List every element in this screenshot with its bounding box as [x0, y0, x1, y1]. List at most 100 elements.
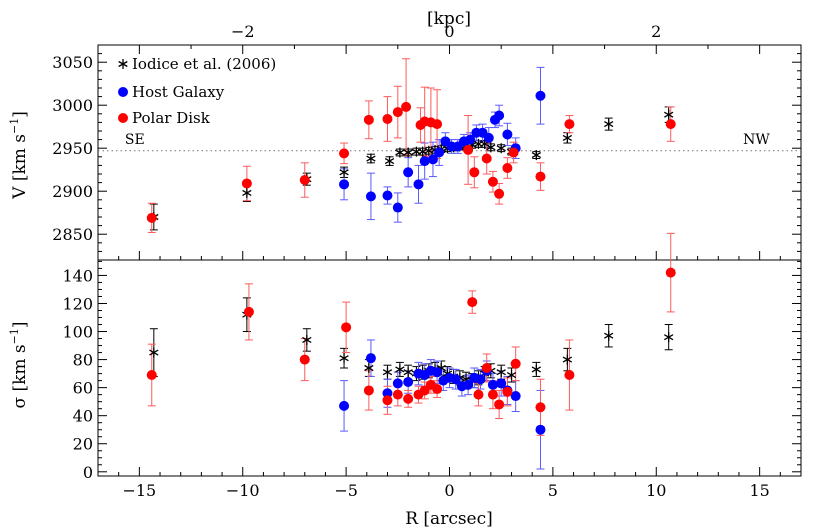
host-galaxy-point: [475, 374, 486, 385]
polar-disk-point: [564, 370, 575, 381]
y-tick-label: 80: [73, 351, 93, 370]
host-galaxy-point: [339, 179, 350, 190]
iodice-et-al-2006-point: [339, 167, 349, 178]
polar-disk-point: [481, 363, 492, 373]
iodice-et-al-2006-point: [496, 143, 506, 154]
host-galaxy-point: [382, 388, 393, 399]
y-axis-title-top: V [km s−1]: [8, 111, 30, 200]
top-axis-tick-label: 2: [651, 22, 661, 41]
iodice-et-al-2006-point: [531, 364, 542, 375]
y-tick-label: 2950: [52, 139, 93, 158]
polar-disk-point: [494, 399, 505, 410]
y-axis-title-bottom: σ [km s−1]: [8, 321, 30, 408]
polar-disk-point: [463, 144, 474, 155]
iodice-et-al-2006-point: [604, 119, 614, 130]
x-tick-label: 10: [646, 481, 666, 500]
polar-disk-point: [299, 354, 310, 365]
iodice-et-al-2006-point: [382, 367, 393, 378]
host-galaxy-point: [365, 353, 376, 364]
annotation-se: SE: [125, 132, 145, 148]
polar-disk-point: [299, 175, 310, 186]
iodice-et-al-2006-point: [364, 363, 374, 373]
y-tick-label: 2850: [52, 225, 93, 244]
annotation-nw: NW: [743, 132, 770, 148]
polar-disk-point: [382, 395, 393, 406]
polar-disk-point: [665, 119, 676, 130]
polar-disk-point: [508, 147, 519, 158]
y-tick-label: 100: [62, 323, 93, 342]
y-tick-label: 3000: [52, 96, 93, 115]
legend: Iodice et al. (2006) Host Galaxy Polar Dis…: [118, 55, 276, 127]
polar-disk-point: [363, 385, 374, 396]
host-galaxy-point: [403, 167, 414, 178]
iodice-et-al-2006-point: [506, 370, 517, 381]
host-galaxy-point: [535, 424, 546, 435]
y-tick-label: 120: [62, 294, 93, 313]
polar-disk-point: [665, 267, 676, 278]
iodice-et-al-2006-point: [384, 156, 395, 167]
iodice-et-al-2006-point: [302, 334, 312, 345]
iodice-et-al-2006-point: [149, 347, 159, 358]
host-galaxy-point: [450, 374, 461, 385]
polar-disk-point: [432, 384, 443, 395]
host-galaxy-point: [465, 134, 476, 145]
iodice-et-al-2006-point: [663, 332, 674, 343]
iodice-et-al-2006-point: [562, 354, 573, 365]
iodice-et-al-2006-point: [242, 187, 252, 198]
iodice-et-al-2006-point: [395, 147, 405, 158]
host-galaxy-point: [494, 110, 505, 121]
polar-disk-point: [535, 402, 546, 413]
axis-ticks: [98, 44, 801, 476]
host-galaxy-point: [392, 202, 403, 213]
host-galaxy-point: [510, 391, 521, 402]
error-bars: [147, 58, 675, 470]
x-tick-label: −15: [122, 481, 156, 500]
polar-disk-point: [469, 167, 480, 178]
y-tick-label: 0: [83, 463, 93, 482]
tick-labels: 28502900295030003050020406080100120140−1…: [52, 22, 770, 500]
iodice-et-al-2006-point: [604, 330, 614, 341]
legend-marker-circle: [118, 87, 128, 97]
y-tick-label: 2900: [52, 182, 93, 201]
host-galaxy-point: [463, 379, 474, 390]
panel-frame-top: [97, 44, 802, 261]
y-tick-label: 140: [62, 266, 93, 285]
top-axis-title: [kpc]: [427, 9, 471, 29]
polar-disk-point: [241, 178, 252, 189]
polar-disk-point: [473, 389, 484, 400]
host-galaxy-point: [427, 154, 438, 165]
polar-disk-point: [392, 107, 403, 118]
polar-disk-point: [502, 162, 513, 173]
host-galaxy-point: [392, 378, 403, 389]
top-axis-tick-label: −2: [231, 22, 255, 41]
polar-disk-point: [146, 212, 157, 223]
polar-disk-point: [467, 297, 478, 308]
x-tick-label: −10: [226, 481, 260, 500]
iodice-et-al-2006-point: [339, 353, 349, 364]
polar-disk-point: [341, 322, 352, 333]
polar-disk-point: [535, 171, 546, 182]
legend-marker-circle: [118, 113, 128, 123]
legend-label: Polar Disk: [132, 109, 211, 127]
host-galaxy-point: [432, 367, 443, 378]
iodice-et-al-2006-point: [403, 367, 413, 378]
polar-disk-point: [401, 101, 412, 112]
polar-disk-point: [403, 393, 414, 404]
x-tick-label: 15: [749, 481, 769, 500]
x-tick-label: −5: [334, 481, 358, 500]
polar-disk-point: [494, 188, 505, 199]
y-tick-label: 20: [73, 435, 93, 454]
x-axis-title: R [arcsec]: [405, 509, 493, 529]
iodice-et-al-2006-point: [486, 142, 496, 153]
polar-disk-point: [502, 386, 513, 397]
legend-marker-asterisk: [118, 59, 128, 69]
y-tick-label: 3050: [52, 53, 93, 72]
polar-disk-point: [363, 114, 374, 125]
annotations: SE NW: [125, 132, 770, 148]
iodice-et-al-2006-point: [395, 364, 405, 375]
host-galaxy-point: [483, 132, 494, 143]
polar-disk-point: [481, 153, 492, 164]
polar-disk-point: [487, 389, 498, 400]
x-tick-label: 5: [548, 481, 558, 500]
